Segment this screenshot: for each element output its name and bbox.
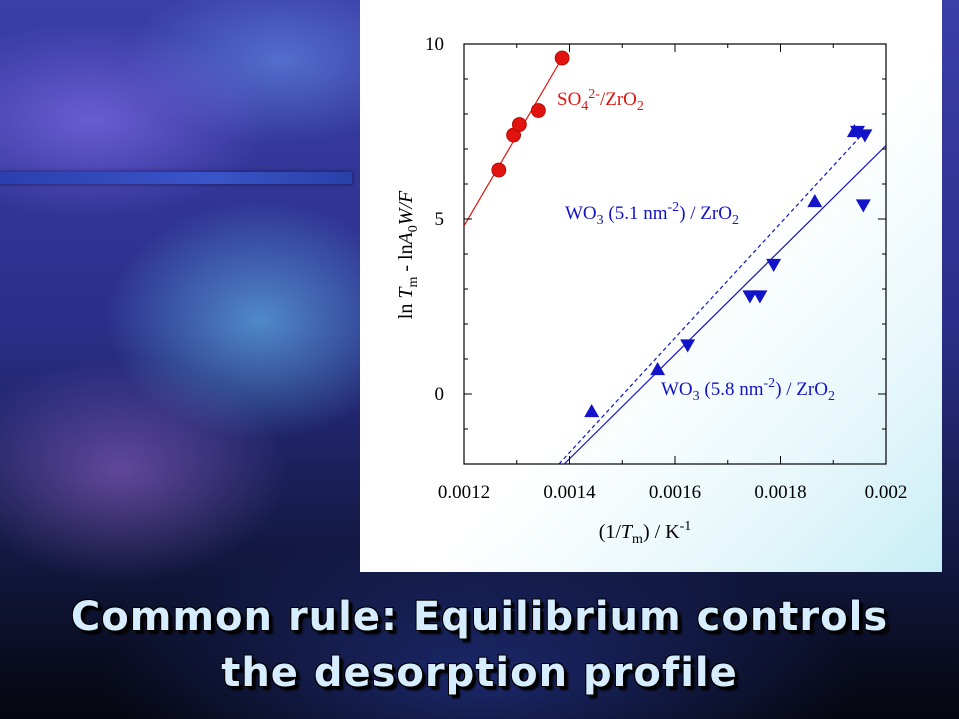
y-axis-title: ln Tm - lnA0W/F — [395, 190, 421, 319]
headline-line-1: Common rule: Equilibrium controls — [70, 594, 889, 640]
headline-line-2: the desorption profile — [221, 650, 738, 696]
data-point-s1-4 — [530, 103, 546, 118]
x-tick-label-4: 0.0018 — [754, 482, 806, 503]
series-label-sulfate: SO42-/ZrO2 — [557, 87, 644, 114]
scatter-chart: 0.0012 0.0014 0.0016 0.0018 0.002 10 5 0 SO42-/… — [395, 34, 908, 547]
y-tick-label-3: 0 — [435, 384, 445, 405]
y-tick-label-1: 10 — [425, 34, 444, 55]
chart-panel: 0.0012 0.0014 0.0016 0.0018 0.002 10 5 0 SO42-/… — [360, 0, 942, 572]
plot-frame — [463, 43, 887, 465]
data-point-s1-3 — [511, 117, 527, 132]
decorative-stripe — [0, 172, 352, 184]
data-point-s2-7 — [855, 199, 871, 213]
data-point-s2-2 — [742, 290, 758, 304]
x-axis-title: (1/Tm) / K-1 — [599, 519, 692, 547]
fit-line-3 — [563, 145, 886, 464]
x-tick-label-1: 0.0012 — [438, 482, 490, 503]
data-point-s3-4 — [846, 124, 862, 138]
data-point-s2-1 — [680, 339, 696, 353]
series-label-wo3-5-8: WO3 (5.8 nm-2) / ZrO2 — [661, 376, 835, 404]
x-tick-label-3: 0.0016 — [649, 482, 701, 503]
data-point-s3-1 — [584, 404, 600, 418]
data-point-s1-1 — [491, 162, 507, 178]
fit-line-2 — [558, 131, 866, 464]
data-point-s2-6 — [857, 129, 873, 143]
x-tick-label-2: 0.0014 — [543, 482, 596, 503]
y-tick-label-2: 5 — [435, 209, 445, 230]
data-point-s2-3 — [752, 290, 768, 304]
data-point-s2-4 — [766, 258, 782, 272]
series-label-wo3-5-1: WO3 (5.1 nm-2) / ZrO2 — [565, 200, 739, 228]
data-point-s3-2 — [650, 362, 666, 376]
data-point-s1-5 — [554, 50, 570, 66]
x-tick-label-5: 0.002 — [865, 482, 908, 503]
data-point-s3-3 — [807, 194, 823, 208]
